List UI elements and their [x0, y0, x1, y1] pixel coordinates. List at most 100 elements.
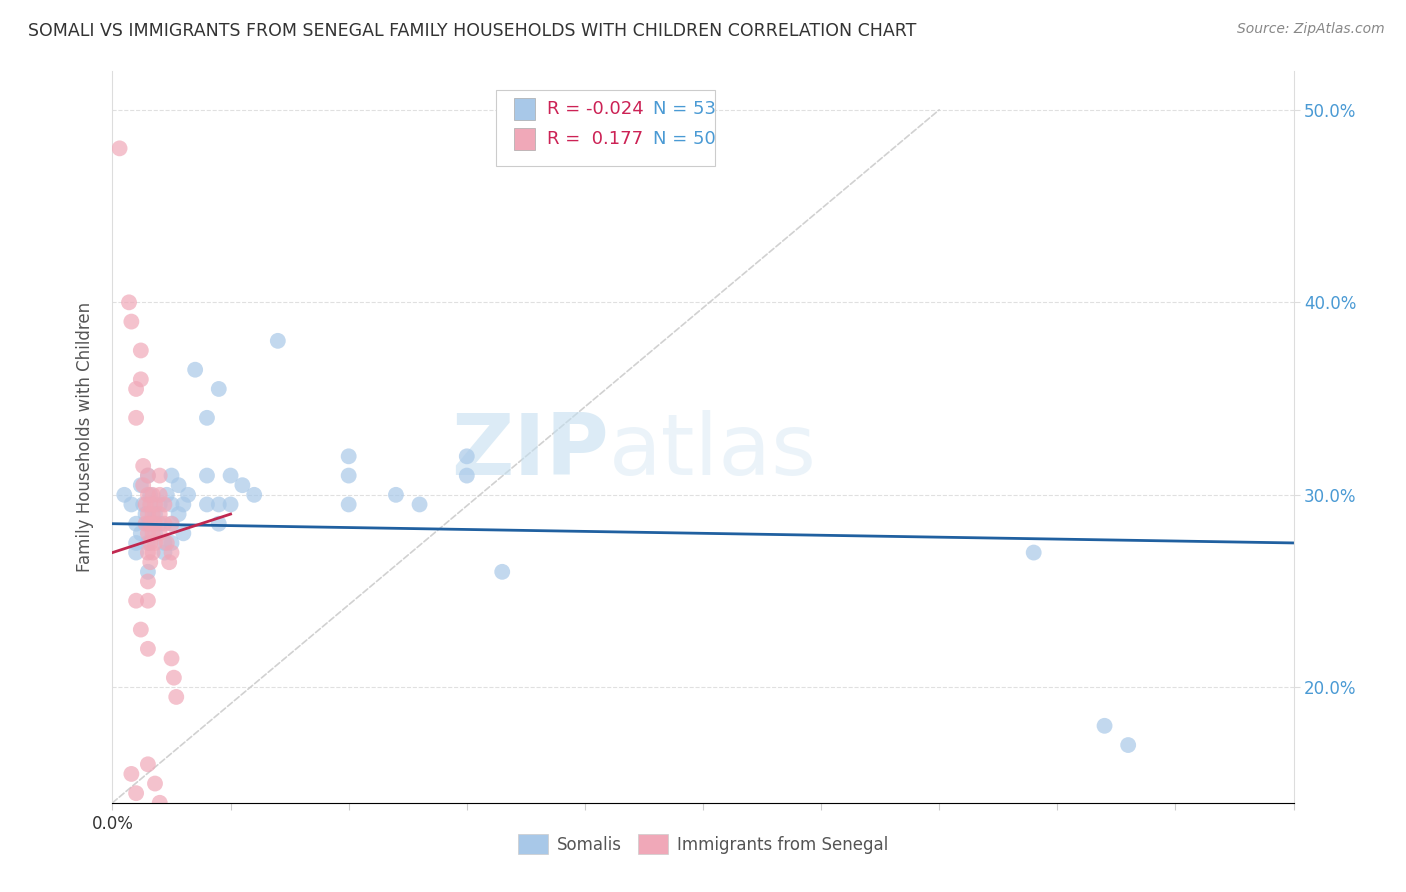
- Point: [125, 516, 148, 531]
- Point: [167, 478, 190, 492]
- Point: [136, 574, 159, 589]
- Point: [143, 516, 166, 531]
- Point: [160, 498, 183, 512]
- Point: [149, 507, 172, 521]
- Point: [1116, 738, 1139, 752]
- Point: [167, 507, 190, 521]
- Point: [136, 468, 159, 483]
- Point: [160, 545, 183, 559]
- Point: [153, 545, 176, 559]
- Point: [142, 507, 165, 521]
- Point: [160, 651, 183, 665]
- Point: [142, 526, 165, 541]
- Point: [1022, 545, 1045, 559]
- Point: [125, 545, 148, 559]
- Point: [385, 488, 408, 502]
- Point: [143, 526, 166, 541]
- Point: [136, 565, 159, 579]
- Point: [136, 641, 159, 656]
- Y-axis label: Family Households with Children: Family Households with Children: [76, 302, 94, 572]
- Point: [143, 507, 166, 521]
- Point: [243, 488, 266, 502]
- Point: [125, 593, 148, 607]
- Point: [491, 565, 513, 579]
- Point: [408, 498, 430, 512]
- Point: [143, 536, 166, 550]
- Point: [129, 343, 152, 358]
- Point: [456, 450, 478, 464]
- Text: atlas: atlas: [609, 410, 817, 493]
- Point: [172, 498, 194, 512]
- Point: [208, 498, 231, 512]
- Point: [125, 410, 148, 425]
- Point: [337, 450, 360, 464]
- Point: [1094, 719, 1116, 733]
- Text: ZIP: ZIP: [451, 410, 609, 493]
- Point: [184, 362, 207, 376]
- Point: [149, 488, 172, 502]
- Point: [157, 555, 180, 569]
- Text: R =  0.177: R = 0.177: [547, 130, 643, 148]
- Point: [172, 526, 194, 541]
- Point: [132, 478, 155, 492]
- Point: [156, 536, 179, 550]
- Text: SOMALI VS IMMIGRANTS FROM SENEGAL FAMILY HOUSEHOLDS WITH CHILDREN CORRELATION CH: SOMALI VS IMMIGRANTS FROM SENEGAL FAMILY…: [28, 22, 917, 40]
- Text: R = -0.024: R = -0.024: [547, 100, 644, 118]
- FancyBboxPatch shape: [496, 90, 714, 167]
- Point: [195, 498, 218, 512]
- Point: [125, 382, 148, 396]
- Point: [337, 498, 360, 512]
- Point: [208, 382, 231, 396]
- Point: [231, 478, 253, 492]
- Point: [118, 295, 141, 310]
- Point: [129, 526, 152, 541]
- Point: [139, 498, 162, 512]
- Point: [153, 498, 176, 512]
- Point: [132, 458, 155, 473]
- Point: [142, 545, 165, 559]
- Legend: Somalis, Immigrants from Senegal: Somalis, Immigrants from Senegal: [512, 828, 894, 860]
- Point: [149, 796, 172, 810]
- Point: [129, 372, 152, 386]
- Point: [139, 555, 162, 569]
- Point: [136, 507, 159, 521]
- Point: [136, 526, 159, 541]
- Point: [149, 498, 172, 512]
- Point: [195, 410, 218, 425]
- Point: [129, 623, 152, 637]
- Point: [136, 516, 159, 531]
- Point: [149, 516, 172, 531]
- Point: [143, 776, 166, 790]
- Point: [160, 516, 183, 531]
- Point: [219, 498, 242, 512]
- Point: [125, 536, 148, 550]
- Point: [160, 468, 183, 483]
- Point: [195, 468, 218, 483]
- FancyBboxPatch shape: [515, 128, 536, 150]
- FancyBboxPatch shape: [515, 98, 536, 120]
- Point: [160, 536, 183, 550]
- Point: [337, 468, 360, 483]
- Text: Source: ZipAtlas.com: Source: ZipAtlas.com: [1237, 22, 1385, 37]
- Point: [136, 757, 159, 772]
- Point: [136, 593, 159, 607]
- Point: [456, 468, 478, 483]
- Point: [120, 315, 142, 329]
- Point: [120, 498, 142, 512]
- Text: N = 53: N = 53: [654, 100, 717, 118]
- Point: [153, 516, 176, 531]
- Point: [135, 498, 157, 512]
- Point: [139, 516, 162, 531]
- Point: [136, 536, 159, 550]
- Point: [267, 334, 290, 348]
- Point: [136, 468, 159, 483]
- Point: [160, 516, 183, 531]
- Text: N = 50: N = 50: [654, 130, 716, 148]
- Point: [112, 488, 135, 502]
- Point: [208, 516, 231, 531]
- Point: [135, 507, 157, 521]
- Point: [219, 468, 242, 483]
- Point: [177, 488, 200, 502]
- Point: [135, 516, 157, 531]
- Point: [156, 488, 179, 502]
